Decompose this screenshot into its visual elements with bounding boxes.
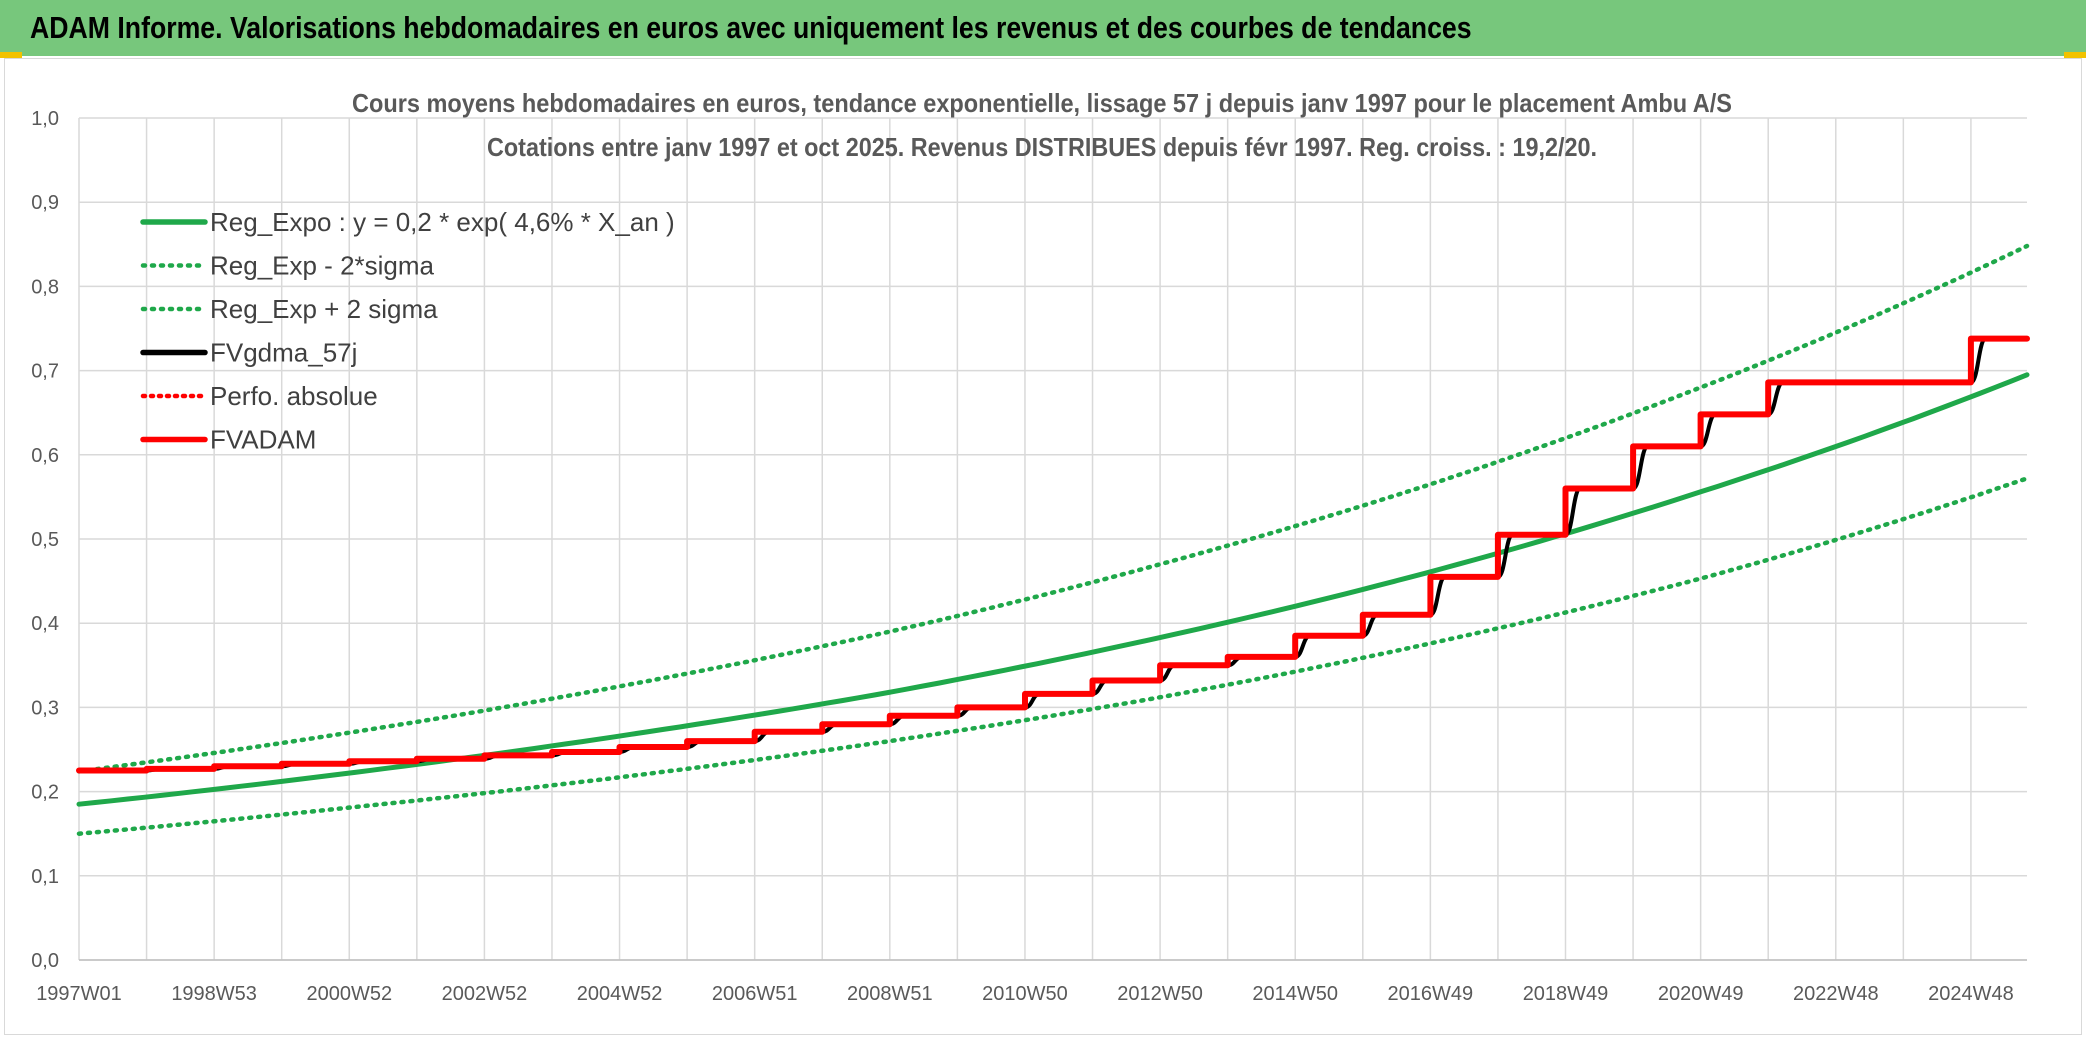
corner-accent-left bbox=[0, 52, 22, 58]
y-tick-label: 0,9 bbox=[31, 192, 59, 214]
report-banner: ADAM Informe. Valorisations hebdomadaire… bbox=[0, 0, 2086, 56]
y-tick-label: 0,5 bbox=[31, 529, 59, 551]
x-tick-label: 1998W53 bbox=[171, 983, 257, 1005]
y-axis-ticks: 0,0 0,1 0,2 0,3 0,4 0,5 0,6 0,7 0,8 0,9 1,0 bbox=[31, 108, 59, 972]
series-fvadam bbox=[76, 335, 2030, 774]
legend-label: Perfo. absolue bbox=[210, 381, 378, 411]
y-tick-label: 0,7 bbox=[31, 361, 59, 383]
y-tick-label: 0,1 bbox=[31, 866, 59, 888]
grid-lines bbox=[78, 117, 2027, 961]
x-tick-label: 2012W50 bbox=[1117, 983, 1203, 1005]
x-tick-label: 2022W48 bbox=[1793, 983, 1879, 1005]
legend-label: FVADAM bbox=[210, 425, 316, 455]
x-tick-label: 2008W51 bbox=[847, 983, 933, 1005]
y-tick-label: 1,0 bbox=[31, 108, 59, 130]
legend-label: FVgdma_57j bbox=[210, 338, 357, 368]
x-axis-ticks: 1997W01 1998W53 2000W52 2002W52 2004W52 2006W… bbox=[36, 959, 2027, 1005]
legend-label: Reg_Expo : y = 0,2 * exp( 4,6% * X_an ) bbox=[210, 207, 675, 237]
legend-label: Reg_Exp + 2 sigma bbox=[210, 294, 438, 324]
legend-label: Reg_Exp - 2*sigma bbox=[210, 251, 435, 281]
x-tick-label: 2018W49 bbox=[1523, 983, 1609, 1005]
chart-title: Cours moyens hebdomadaires en euros, ten… bbox=[352, 88, 1732, 162]
y-tick-label: 0,2 bbox=[31, 782, 59, 804]
y-tick-label: 0,6 bbox=[31, 445, 59, 467]
x-tick-label: 2020W49 bbox=[1658, 983, 1744, 1005]
x-tick-label: 1997W01 bbox=[36, 983, 122, 1005]
x-tick-label: 2014W50 bbox=[1252, 983, 1338, 1005]
x-tick-label: 2000W52 bbox=[306, 983, 392, 1005]
corner-accent-right bbox=[2064, 52, 2086, 58]
chart-title-line-1: Cours moyens hebdomadaires en euros, ten… bbox=[352, 88, 1732, 118]
series-reg-exp-2-sigma bbox=[76, 476, 2030, 836]
chart-title-line-2: Cotations entre janv 1997 et oct 2025. R… bbox=[487, 132, 1597, 162]
y-tick-label: 0,4 bbox=[31, 613, 59, 635]
y-tick-label: 0,0 bbox=[31, 950, 59, 972]
y-tick-label: 0,8 bbox=[31, 276, 59, 298]
x-tick-label: 2002W52 bbox=[442, 983, 528, 1005]
x-tick-label: 2010W50 bbox=[982, 983, 1068, 1005]
report-title: ADAM Informe. Valorisations hebdomadaire… bbox=[30, 10, 1472, 45]
series-reg-expo-y-0-2-exp-4-6-x-an bbox=[76, 372, 2030, 807]
legend: Reg_Expo : y = 0,2 * exp( 4,6% * X_an ) R… bbox=[140, 207, 675, 455]
x-tick-label: 2004W52 bbox=[577, 983, 663, 1005]
y-tick-label: 0,3 bbox=[31, 697, 59, 719]
x-tick-label: 2024W48 bbox=[1928, 983, 2014, 1005]
series-reg-exp-2-sigma bbox=[76, 243, 2030, 774]
chart-frame bbox=[4, 58, 2082, 1035]
x-tick-label: 2016W49 bbox=[1388, 983, 1474, 1005]
series-lines bbox=[76, 243, 2030, 836]
x-tick-label: 2006W51 bbox=[712, 983, 798, 1005]
